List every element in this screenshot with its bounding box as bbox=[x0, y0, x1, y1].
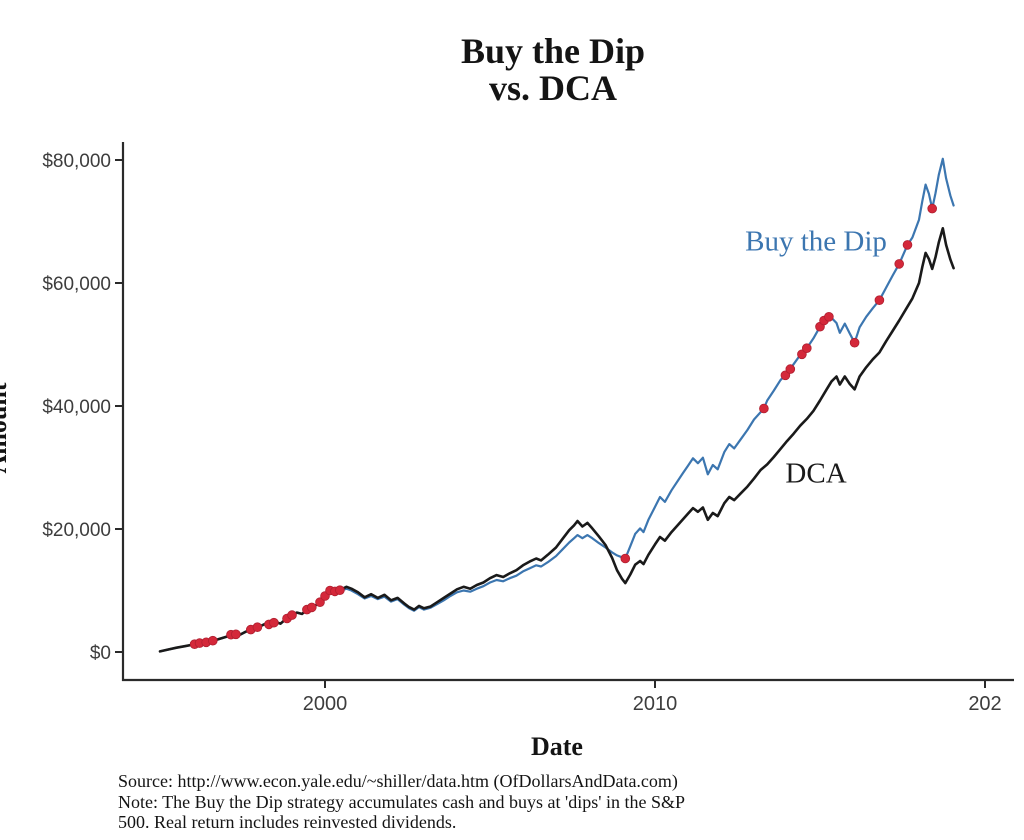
chart-title-line2: vs. DCA bbox=[488, 68, 617, 108]
dip-marker-dot bbox=[902, 240, 913, 250]
y-tick-label: $60,000 bbox=[42, 274, 111, 295]
chart-title: Buy the Dip vs. DCA bbox=[123, 33, 983, 107]
dip-marker-dot bbox=[824, 311, 834, 322]
dip-marker-dot bbox=[801, 343, 812, 354]
dip-marker-dot bbox=[287, 610, 297, 620]
y-tick-label: $20,000 bbox=[42, 520, 111, 541]
x-tick-label: 202 bbox=[968, 693, 1001, 715]
x-axis-title: Date bbox=[531, 732, 583, 761]
dip-marker-dot bbox=[252, 622, 263, 632]
source-note: Source: http://www.econ.yale.edu/~shille… bbox=[118, 771, 685, 833]
x-tick-label: 2000 bbox=[303, 693, 348, 715]
y-axis-title-partial: Amount bbox=[0, 382, 12, 473]
series-line-dca bbox=[158, 227, 955, 653]
y-tick-label: $40,000 bbox=[42, 397, 111, 418]
dip-marker-dot bbox=[269, 617, 279, 628]
y-tick-label: $80,000 bbox=[42, 151, 111, 172]
footer-source-line: Source: http://www.econ.yale.edu/~shille… bbox=[118, 771, 678, 791]
dip-marker-dot bbox=[335, 585, 345, 595]
footer-note-line2: 500. Real return includes reinvested div… bbox=[118, 812, 457, 832]
dip-marker-dot bbox=[927, 203, 937, 214]
chart-title-line1: Buy the Dip bbox=[460, 31, 646, 71]
dip-marker-dot bbox=[785, 364, 796, 374]
dip-marker-dot bbox=[208, 635, 218, 646]
dip-marker-dot bbox=[315, 597, 325, 607]
dip-marker-dot bbox=[849, 337, 860, 348]
series-label-dca: DCA bbox=[785, 457, 846, 489]
x-tick-label: 2010 bbox=[633, 693, 678, 715]
dip-marker-dot bbox=[759, 403, 769, 414]
dip-marker-dot bbox=[620, 553, 631, 564]
footer-note-line1: Note: The Buy the Dip strategy accumulat… bbox=[118, 791, 686, 812]
dip-marker-dot bbox=[231, 629, 241, 640]
dip-marker-dot bbox=[874, 295, 885, 306]
dip-marker-dot bbox=[780, 370, 791, 381]
dip-marker-dot bbox=[306, 602, 317, 613]
series-label-buy-the-dip: Buy the Dip bbox=[745, 226, 887, 258]
y-tick-label: $0 bbox=[90, 643, 111, 664]
dip-marker-dot bbox=[894, 259, 904, 269]
